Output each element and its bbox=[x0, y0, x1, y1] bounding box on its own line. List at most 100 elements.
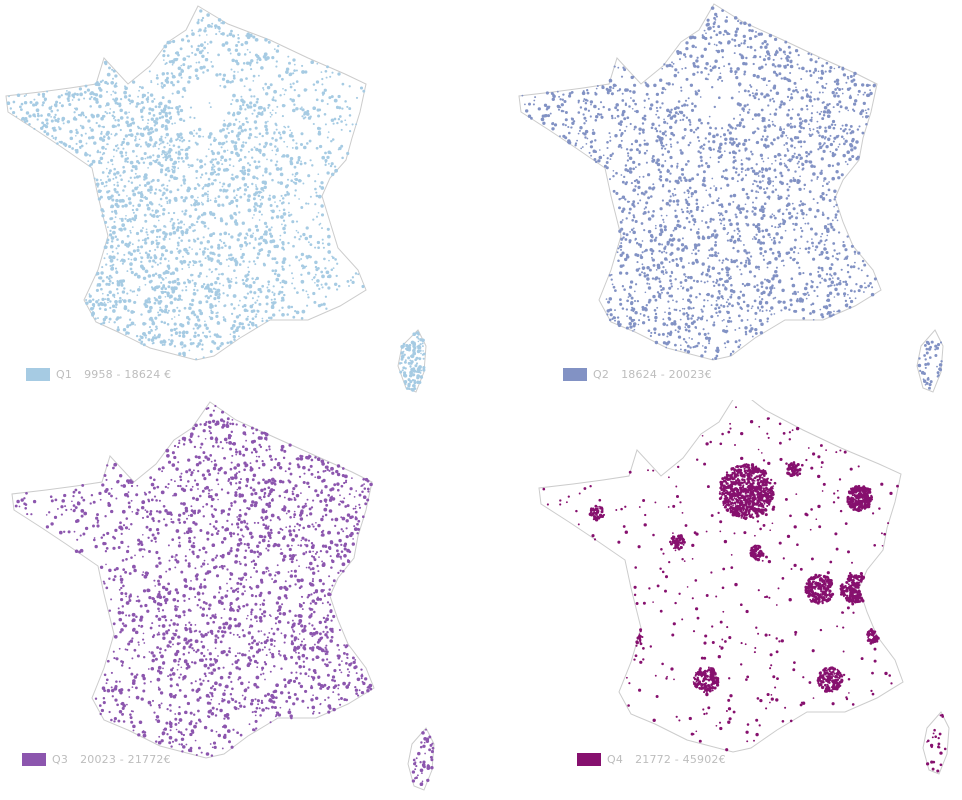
commune-dot bbox=[169, 174, 174, 179]
commune-dot bbox=[836, 219, 839, 222]
commune-dot bbox=[852, 108, 855, 111]
commune-dot bbox=[154, 145, 157, 147]
commune-dot bbox=[825, 61, 829, 65]
commune-dot bbox=[237, 131, 242, 136]
commune-dot bbox=[797, 160, 800, 163]
commune-dot bbox=[43, 130, 47, 134]
commune-dot bbox=[226, 341, 230, 345]
commune-dot bbox=[151, 273, 156, 277]
commune-dot bbox=[270, 159, 273, 162]
commune-dot bbox=[320, 213, 325, 217]
commune-dot bbox=[349, 279, 352, 282]
commune-dot bbox=[113, 99, 117, 102]
commune-dot bbox=[668, 307, 671, 310]
commune-dot bbox=[645, 161, 648, 164]
commune-dot bbox=[688, 178, 692, 183]
commune-dot bbox=[634, 102, 637, 106]
commune-dot bbox=[710, 127, 713, 129]
commune-dot bbox=[282, 87, 284, 90]
commune-dot bbox=[322, 94, 324, 96]
commune-dot bbox=[818, 253, 821, 257]
commune-dot bbox=[612, 285, 616, 289]
commune-dot bbox=[335, 274, 338, 278]
commune-dot bbox=[131, 243, 134, 246]
commune-dot bbox=[870, 292, 875, 297]
commune-dot bbox=[644, 291, 647, 294]
commune-dot bbox=[246, 198, 251, 202]
commune-dot bbox=[786, 188, 790, 192]
commune-dot bbox=[624, 168, 628, 172]
commune-dot bbox=[836, 310, 839, 313]
commune-dot bbox=[632, 189, 635, 192]
commune-dot bbox=[729, 69, 733, 73]
commune-dot bbox=[321, 274, 325, 279]
commune-dot bbox=[811, 105, 814, 107]
commune-dot bbox=[668, 204, 671, 207]
commune-dot bbox=[198, 309, 202, 312]
commune-dot bbox=[329, 164, 333, 168]
commune-dot bbox=[796, 212, 799, 215]
commune-dot bbox=[304, 236, 309, 241]
commune-dot bbox=[751, 153, 754, 156]
commune-dot bbox=[831, 176, 835, 181]
commune-dot bbox=[180, 298, 183, 301]
commune-dot bbox=[334, 258, 337, 261]
commune-dot bbox=[740, 118, 744, 122]
commune-dot bbox=[60, 104, 64, 108]
commune-dot bbox=[122, 165, 125, 169]
commune-dot bbox=[669, 294, 674, 298]
commune-dot bbox=[341, 82, 345, 86]
commune-dot bbox=[197, 135, 201, 138]
commune-dot bbox=[742, 61, 746, 66]
commune-dot bbox=[126, 270, 129, 273]
commune-dot bbox=[783, 144, 786, 146]
commune-dot bbox=[362, 89, 366, 93]
commune-dot bbox=[227, 233, 231, 236]
commune-dot bbox=[312, 83, 316, 86]
commune-dot bbox=[798, 203, 802, 207]
commune-dot bbox=[694, 246, 697, 250]
commune-dot bbox=[791, 292, 795, 295]
commune-dot bbox=[258, 210, 261, 213]
commune-dot bbox=[291, 173, 294, 176]
commune-dot bbox=[190, 194, 194, 199]
commune-dot bbox=[771, 63, 775, 67]
commune-dot bbox=[712, 280, 715, 283]
commune-dot bbox=[691, 338, 693, 340]
commune-dot bbox=[292, 58, 296, 62]
commune-dot bbox=[634, 139, 639, 144]
commune-dot bbox=[148, 249, 152, 253]
commune-dot bbox=[715, 303, 719, 307]
commune-dot bbox=[87, 153, 89, 156]
commune-dot bbox=[864, 115, 869, 119]
commune-dot bbox=[828, 199, 832, 202]
commune-dot bbox=[730, 142, 735, 146]
commune-dot bbox=[180, 38, 185, 42]
commune-dot bbox=[738, 84, 741, 87]
commune-dot bbox=[820, 266, 824, 270]
commune-dot bbox=[162, 107, 167, 111]
commune-dot bbox=[236, 62, 240, 66]
commune-dot bbox=[728, 131, 732, 135]
commune-dot bbox=[75, 150, 79, 154]
commune-dot bbox=[657, 168, 661, 172]
commune-dot bbox=[771, 277, 775, 281]
commune-dot bbox=[856, 155, 860, 159]
commune-dot bbox=[292, 72, 295, 75]
france-map-q2 bbox=[518, 3, 944, 393]
commune-dot bbox=[637, 163, 641, 166]
commune-dot bbox=[198, 50, 203, 55]
commune-dot bbox=[559, 135, 561, 138]
commune-dot bbox=[270, 209, 273, 212]
commune-dot bbox=[410, 387, 413, 390]
commune-dot bbox=[784, 40, 788, 44]
commune-dot bbox=[802, 317, 806, 320]
commune-dot bbox=[755, 180, 758, 183]
commune-dot bbox=[204, 183, 208, 187]
commune-dot bbox=[281, 285, 284, 289]
commune-dot bbox=[702, 206, 705, 209]
commune-dot bbox=[634, 311, 638, 315]
commune-dot bbox=[800, 145, 803, 148]
commune-dot bbox=[224, 41, 229, 45]
commune-dot bbox=[722, 329, 726, 333]
